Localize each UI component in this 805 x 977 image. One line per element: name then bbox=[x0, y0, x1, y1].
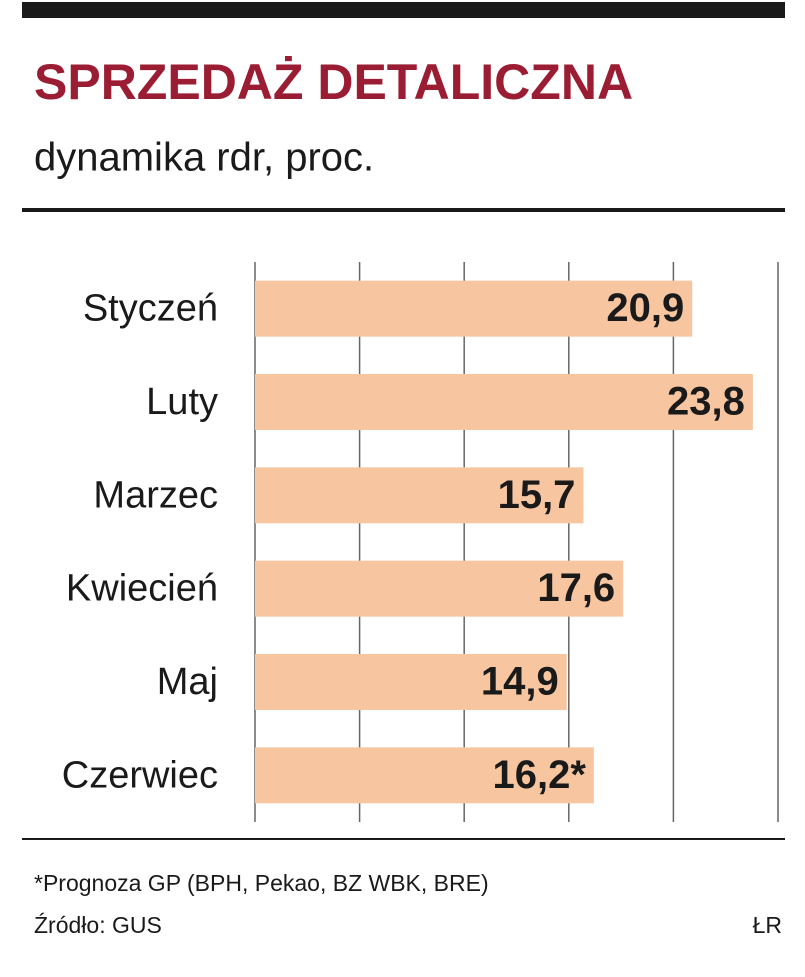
source: Źródło: GUS bbox=[34, 912, 162, 938]
category-label: Styczeń bbox=[83, 288, 218, 330]
bar bbox=[255, 654, 567, 710]
bar bbox=[255, 467, 584, 524]
category-label: Czerwiec bbox=[62, 754, 218, 796]
value-label: 15,7 bbox=[498, 473, 576, 517]
bar bbox=[255, 280, 693, 337]
footnote: *Prognoza GP (BPH, Pekao, BZ WBK, BRE) bbox=[34, 870, 489, 896]
value-label: 20,9 bbox=[606, 286, 684, 330]
value-label: 17,6 bbox=[537, 566, 615, 610]
bar bbox=[255, 747, 594, 804]
chart-title: SPRZEDAŻ DETALICZNA bbox=[34, 54, 633, 110]
credit: ŁR bbox=[753, 912, 782, 938]
category-label: Luty bbox=[146, 381, 218, 423]
chart-subtitle: dynamika rdr, proc. bbox=[34, 136, 374, 180]
value-label: 14,9 bbox=[481, 660, 559, 704]
category-label: Maj bbox=[157, 661, 218, 703]
value-label: 23,8 bbox=[667, 380, 745, 424]
value-label: 16,2* bbox=[492, 753, 586, 797]
top-rule bbox=[22, 2, 785, 18]
category-label: Marzec bbox=[93, 474, 218, 516]
bar bbox=[255, 374, 753, 430]
bottom-rule bbox=[22, 838, 785, 840]
bar bbox=[255, 560, 624, 617]
rule bbox=[22, 208, 785, 212]
category-label: Kwiecień bbox=[66, 568, 218, 610]
